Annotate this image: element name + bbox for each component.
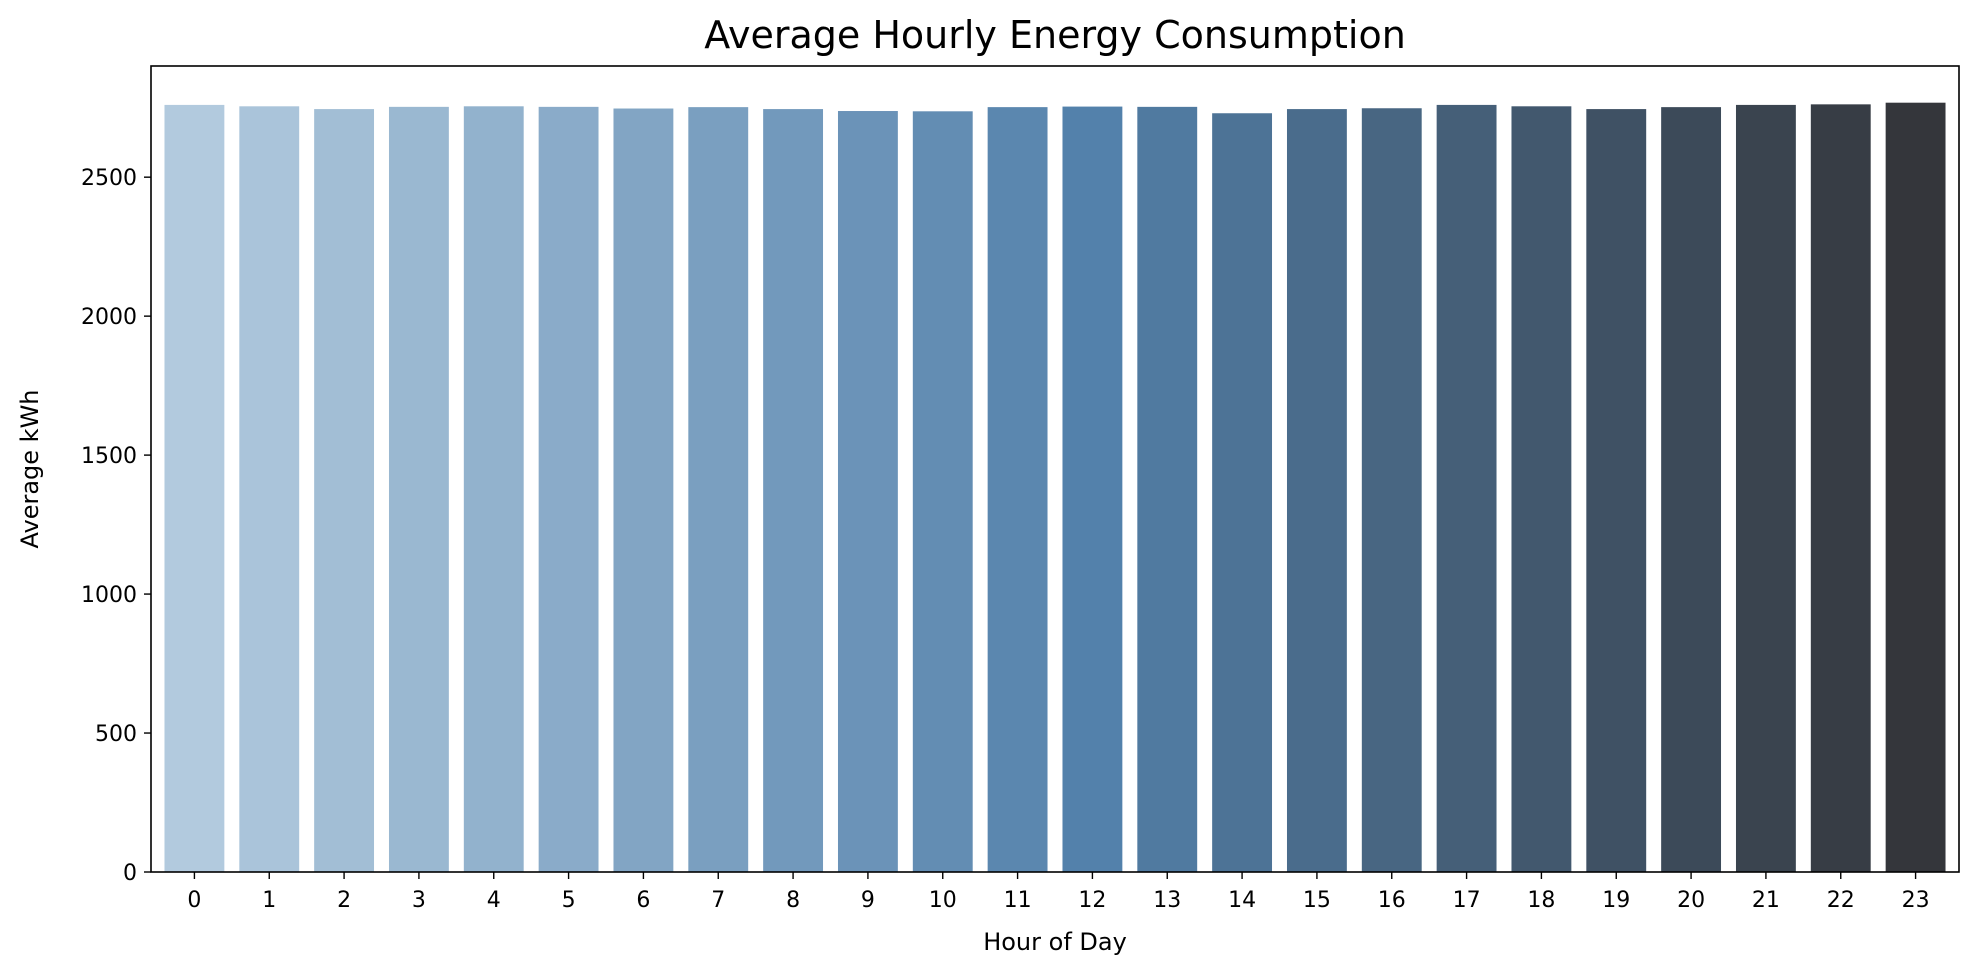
y-tick-label: 1500 bbox=[81, 444, 137, 469]
bar-hour-13 bbox=[1137, 106, 1198, 873]
bar-hour-8 bbox=[763, 109, 824, 872]
x-tick-label: 2 bbox=[337, 888, 351, 913]
bars-group bbox=[164, 102, 1946, 873]
x-axis-label: Hour of Day bbox=[983, 928, 1127, 956]
y-tick-label: 500 bbox=[95, 722, 137, 747]
x-tick-label: 4 bbox=[487, 888, 501, 913]
x-tick-label: 13 bbox=[1153, 888, 1181, 913]
bar-hour-18 bbox=[1511, 106, 1572, 873]
x-tick-label: 19 bbox=[1602, 888, 1630, 913]
bar-hour-9 bbox=[837, 111, 898, 872]
x-tick-label: 7 bbox=[711, 888, 725, 913]
bar-hour-1 bbox=[239, 106, 300, 873]
bar-hour-5 bbox=[538, 106, 599, 873]
bar-hour-21 bbox=[1735, 104, 1796, 872]
x-tick-label: 15 bbox=[1303, 888, 1331, 913]
bar-hour-7 bbox=[688, 107, 749, 872]
x-tick-label: 6 bbox=[636, 888, 650, 913]
y-tick-label: 2500 bbox=[81, 166, 137, 191]
y-tick-label: 1000 bbox=[81, 583, 137, 608]
bar-hour-15 bbox=[1286, 109, 1347, 872]
bar-hour-4 bbox=[463, 106, 524, 873]
bar-hour-3 bbox=[388, 106, 449, 873]
x-tick-label: 9 bbox=[861, 888, 875, 913]
bar-hour-12 bbox=[1062, 106, 1123, 872]
x-tick-label: 18 bbox=[1527, 888, 1555, 913]
x-tick-label: 8 bbox=[786, 888, 800, 913]
bar-hour-22 bbox=[1810, 104, 1871, 873]
bar-hour-20 bbox=[1661, 107, 1722, 872]
bar-hour-6 bbox=[613, 108, 674, 872]
bar-hour-10 bbox=[912, 111, 973, 873]
x-tick-label: 12 bbox=[1078, 888, 1106, 913]
bar-hour-16 bbox=[1361, 108, 1422, 872]
bar-hour-11 bbox=[987, 107, 1048, 872]
x-tick-label: 16 bbox=[1378, 888, 1406, 913]
x-tick-label: 10 bbox=[929, 888, 957, 913]
bar-hour-14 bbox=[1212, 113, 1273, 872]
bar-hour-0 bbox=[164, 104, 225, 872]
x-tick-label: 21 bbox=[1752, 888, 1780, 913]
bar-hour-2 bbox=[314, 109, 375, 872]
x-tick-label: 5 bbox=[562, 888, 576, 913]
x-tick-label: 23 bbox=[1902, 888, 1930, 913]
bar-hour-23 bbox=[1885, 102, 1946, 872]
bar-hour-19 bbox=[1586, 109, 1647, 872]
bar-hour-17 bbox=[1436, 104, 1497, 872]
x-tick-label: 22 bbox=[1827, 888, 1855, 913]
y-tick-label: 2000 bbox=[81, 305, 137, 330]
x-tick-label: 14 bbox=[1228, 888, 1256, 913]
x-tick-label: 20 bbox=[1677, 888, 1705, 913]
plot-frame bbox=[150, 65, 1960, 873]
chart-title: Average Hourly Energy Consumption bbox=[704, 13, 1406, 57]
y-axis-label: Average kWh bbox=[16, 389, 44, 548]
y-tick-label: 0 bbox=[123, 861, 137, 886]
x-tick-label: 0 bbox=[187, 888, 201, 913]
x-tick-label: 17 bbox=[1453, 888, 1481, 913]
x-tick-label: 1 bbox=[262, 888, 276, 913]
x-tick-label: 3 bbox=[412, 888, 426, 913]
y-axis: 0 500 1000 1500 2000 2500 bbox=[81, 166, 151, 886]
x-tick-label: 11 bbox=[1004, 888, 1032, 913]
x-axis: 0 1 2 3 4 5 6 7 8 9 10 11 12 13 14 15 16 17 18 19 20 21 22 23 bbox=[187, 872, 1930, 913]
